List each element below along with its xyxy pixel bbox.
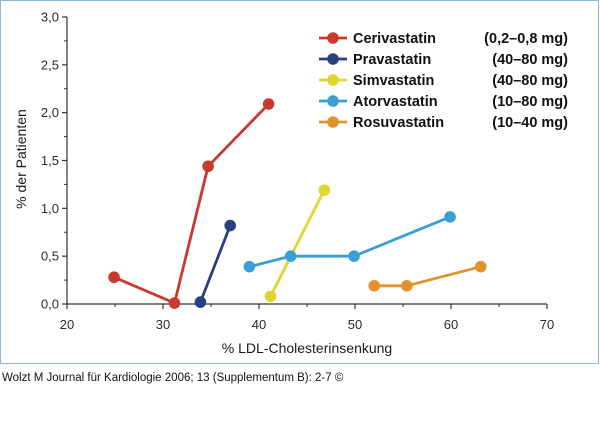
data-point-atorvastatin xyxy=(284,250,297,262)
data-point-simvastatin xyxy=(264,290,277,303)
legend-dose-range: (40–80 mg) xyxy=(492,73,568,89)
y-tick-label: 2,0 xyxy=(41,105,59,120)
y-tick-label: 0,0 xyxy=(41,297,59,312)
legend-item-cerivastatin: Cerivastatin (0,2–0,8 mg) xyxy=(319,31,568,47)
series-line-simvastatin xyxy=(269,189,326,297)
legend-swatch-marker xyxy=(327,32,339,44)
data-point-cerivastatin xyxy=(168,297,181,309)
legend: Cerivastatin (0,2–0,8 mg) Pravastatin (40–8… xyxy=(319,31,568,131)
legend-swatch-marker xyxy=(327,116,339,128)
legend-swatch-marker xyxy=(327,53,339,65)
legend-item-atorvastatin: Atorvastatin (10–80 mg) xyxy=(319,94,568,110)
series-atorvastatin xyxy=(243,211,456,273)
series-cerivastatin xyxy=(108,98,275,309)
legend-dose-range: (40–80 mg) xyxy=(492,52,568,68)
data-point-cerivastatin xyxy=(202,160,214,173)
legend-label: Simvastatin xyxy=(353,73,434,89)
data-point-cerivastatin xyxy=(262,98,275,110)
legend-item-pravastatin: Pravastatin (40–80 mg) xyxy=(319,52,568,68)
y-tick-label: 3,0 xyxy=(41,10,59,25)
chart: 0,0 0,5 1,0 1,5 2,0 2,5 3,0 20 30 40 50 60 70 Ceriva… xyxy=(13,10,568,357)
series-line-cerivastatin xyxy=(113,103,270,305)
data-point-atorvastatin xyxy=(348,250,360,262)
legend-dose-range: (10–40 mg) xyxy=(492,115,568,131)
data-point-rosuvastatin xyxy=(401,280,413,292)
figure-caption: Wolzt M Journal für Kardiologie 2006; 13… xyxy=(2,372,344,384)
legend-label: Atorvastatin xyxy=(353,94,438,110)
x-tick-label: 60 xyxy=(444,317,458,332)
series-simvastatin xyxy=(264,184,331,303)
legend-label: Cerivastatin xyxy=(353,31,436,47)
x-axis-title: % LDL-Cholesterinsenkung xyxy=(222,340,392,356)
data-point-pravastatin xyxy=(224,219,236,232)
figure-panel: 0,0 0,5 1,0 1,5 2,0 2,5 3,0 20 30 40 50 60 70 Ceriva… xyxy=(0,0,599,364)
series-pravastatin xyxy=(194,219,236,308)
x-tick-label: 50 xyxy=(348,317,362,332)
data-point-atorvastatin xyxy=(444,211,456,223)
y-tick-label: 1,5 xyxy=(41,153,59,168)
data-point-rosuvastatin xyxy=(474,260,487,273)
legend-swatch-marker xyxy=(327,95,339,107)
series-line-rosuvastatin xyxy=(374,265,482,288)
y-tick-label: 1,0 xyxy=(41,201,59,216)
series-line-atorvastatin xyxy=(249,215,451,269)
series-line-pravastatin xyxy=(199,225,232,303)
data-point-cerivastatin xyxy=(108,271,120,284)
data-point-simvastatin xyxy=(318,184,331,196)
axes: 0,0 0,5 1,0 1,5 2,0 2,5 3,0 20 30 40 50 60 70 xyxy=(41,10,554,333)
legend-item-simvastatin: Simvastatin (40–80 mg) xyxy=(319,73,568,89)
x-tick-label: 40 xyxy=(252,317,266,332)
legend-label: Pravastatin xyxy=(353,52,431,68)
data-point-atorvastatin xyxy=(243,260,256,273)
series-layer xyxy=(108,98,487,309)
legend-dose-range: (10–80 mg) xyxy=(492,94,568,110)
x-tick-label: 20 xyxy=(60,317,74,332)
legend-label: Rosuvastatin xyxy=(353,115,444,131)
legend-dose-range: (0,2–0,8 mg) xyxy=(484,31,568,47)
y-axis-title: % der Patienten xyxy=(13,109,29,209)
data-point-rosuvastatin xyxy=(368,280,381,292)
x-tick-label: 30 xyxy=(156,317,170,332)
series-rosuvastatin xyxy=(368,260,487,292)
legend-swatch-marker xyxy=(327,74,339,86)
legend-item-rosuvastatin: Rosuvastatin (10–40 mg) xyxy=(319,115,568,131)
y-tick-label: 2,5 xyxy=(41,57,59,72)
y-tick-label: 0,5 xyxy=(41,249,59,264)
x-tick-label: 70 xyxy=(540,317,554,332)
data-point-pravastatin xyxy=(194,296,207,308)
